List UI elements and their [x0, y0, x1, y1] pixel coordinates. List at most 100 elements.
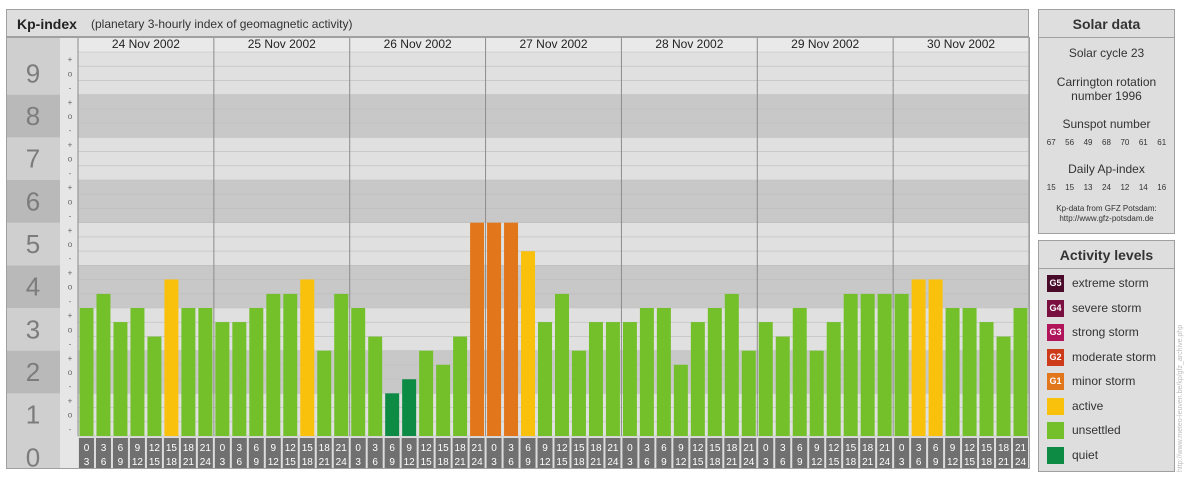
kp-bar	[945, 308, 960, 436]
hour-cell	[911, 438, 927, 468]
kp-bar	[266, 293, 281, 436]
kp-bar	[402, 379, 417, 436]
hour-label: 9	[678, 443, 684, 454]
kp-bar	[860, 293, 875, 436]
kp-bar	[724, 293, 739, 436]
hour-label: 21	[472, 443, 484, 454]
hour-cell	[401, 438, 417, 468]
hour-label: 0	[355, 443, 361, 454]
hour-cell	[877, 438, 893, 468]
hour-cell	[79, 438, 94, 468]
chart-subtitle: (planetary 3-hourly index of geomagnetic…	[91, 17, 353, 31]
minor-tick-label: -	[69, 254, 72, 263]
legend-label: active	[1072, 398, 1104, 413]
hour-cell	[571, 438, 587, 468]
y-tick-label: 8	[26, 101, 40, 131]
sunspot-value: 70	[1120, 138, 1130, 147]
kp-bar	[385, 393, 400, 436]
daily-ap-value: 14	[1138, 183, 1148, 192]
hour-label: 21	[743, 443, 755, 454]
hour-label: 6	[933, 443, 939, 454]
hour-label: 12	[964, 443, 976, 454]
hour-label: 12	[421, 443, 433, 454]
kp-bar	[147, 336, 162, 436]
minor-tick-label: +	[68, 354, 73, 363]
y-axis-band	[6, 222, 60, 266]
minor-tick-label: -	[69, 84, 72, 93]
hour-cell	[163, 438, 179, 468]
hour-label: 12	[539, 457, 551, 468]
hour-label: 15	[964, 457, 976, 468]
minor-tick-label: o	[68, 240, 73, 249]
hour-label: 6	[372, 457, 378, 468]
hour-label: 21	[319, 457, 331, 468]
hour-label: 6	[254, 443, 260, 454]
day-label: 28 Nov 2002	[655, 37, 723, 51]
kp-bar	[130, 308, 145, 436]
hour-label: 9	[814, 443, 820, 454]
kp-bar	[962, 308, 977, 436]
y-axis-band	[6, 137, 60, 180]
hour-cell	[520, 438, 536, 468]
legend-label: quiet	[1072, 447, 1099, 462]
kp-bar	[198, 308, 213, 436]
hour-label: 3	[763, 457, 769, 468]
hour-label: 3	[491, 457, 497, 468]
kp-bar	[673, 364, 688, 436]
legend-swatch: G5	[1047, 275, 1064, 292]
hour-cell	[316, 438, 332, 468]
hour-cell	[418, 438, 434, 468]
kp-bar	[470, 222, 485, 436]
legend-swatch: G1	[1047, 373, 1064, 390]
data-source-link[interactable]: http://www.gfz-potsdam.de	[1059, 214, 1154, 223]
y-axis-band	[6, 308, 60, 351]
hour-label: 15	[438, 443, 450, 454]
hour-cell	[537, 438, 553, 468]
y-tick-label: 3	[26, 314, 40, 344]
hour-cell	[690, 438, 706, 468]
kp-bar	[113, 322, 128, 436]
hour-cell	[656, 438, 672, 468]
hour-cell	[826, 438, 842, 468]
sunspot-value: 61	[1157, 138, 1167, 147]
hour-label: 24	[472, 457, 484, 468]
kp-bar	[351, 308, 366, 436]
sunspot-values: 67 56 49 68 70 61 61	[1039, 138, 1174, 147]
y-tick-label: 7	[26, 144, 40, 174]
hour-label: 15	[556, 457, 568, 468]
hour-cell	[1013, 438, 1028, 468]
kp-bar	[775, 336, 790, 436]
hour-cell	[180, 438, 196, 468]
hour-label: 6	[661, 443, 667, 454]
hour-label: 9	[389, 457, 395, 468]
source-watermark: http://www.meteo-leuven.be/kp/gfz_archiv…	[1177, 324, 1184, 472]
hour-cell	[554, 438, 570, 468]
minor-tick-label: +	[68, 140, 73, 149]
minor-tick-label: -	[69, 297, 72, 306]
kp-bar	[588, 322, 603, 436]
minor-tick-label: -	[69, 169, 72, 178]
hour-label: 18	[726, 443, 738, 454]
hour-cell	[894, 438, 910, 468]
hour-cell	[231, 438, 247, 468]
hour-cell	[452, 438, 468, 468]
minor-tick-label: +	[68, 226, 73, 235]
hour-cell	[979, 438, 995, 468]
minor-tick-label: +	[68, 268, 73, 277]
hour-label: 9	[542, 443, 548, 454]
day-label: 26 Nov 2002	[384, 37, 452, 51]
hour-cell	[741, 438, 757, 468]
kp-bar	[826, 322, 841, 436]
hour-cell	[945, 438, 961, 468]
hour-label: 12	[149, 443, 161, 454]
minor-tick-label: -	[69, 425, 72, 434]
hour-label: 6	[525, 443, 531, 454]
hour-label: 6	[389, 443, 395, 454]
hour-label: 0	[627, 443, 633, 454]
kp-bar	[436, 364, 451, 436]
kp-bar	[792, 308, 807, 436]
y-tick-label: 0	[26, 442, 40, 469]
hour-cell	[860, 438, 876, 468]
hour-cell	[792, 438, 808, 468]
date-header-band	[78, 37, 1029, 52]
